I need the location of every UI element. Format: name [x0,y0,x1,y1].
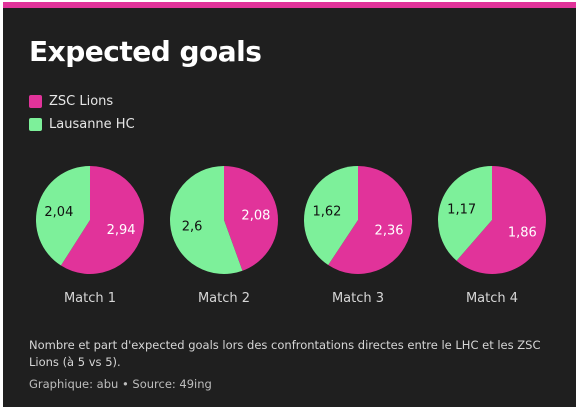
chart-credit: Graphique: abu • Source: 49ing [29,377,212,391]
match-label: Match 1 [64,291,116,306]
pie-charts: 2,94 2,04 Match 1 2,08 2,6 Match 2 2,36 1,62 Mat… [35,166,546,306]
legend-swatch-lhc [29,117,42,131]
pie-match-4: 1,86 1,17 Match 4 [437,166,546,306]
pie-slice-zsc [224,166,279,271]
pie-match-2: 2,08 2,6 Match 2 [170,166,279,306]
pie-match-1: 2,94 2,04 Match 1 [35,166,144,306]
pie-label-lhc: 2,6 [182,220,203,235]
pie-label-zsc: 2,08 [241,208,270,223]
chart-note: Nombre et part d'expected goals lors des… [29,338,541,369]
pie-label-lhc: 1,62 [312,205,341,220]
pie-slice-zsc [328,166,413,275]
match-label: Match 3 [332,291,384,306]
legend-swatch-zsc [29,94,42,108]
pie-label-zsc: 2,94 [107,223,136,238]
legend-item-zsc: ZSC Lions [29,90,135,112]
legend: ZSC Lions Lausanne HC [29,90,135,136]
pie-slice-zsc [60,166,144,274]
chart-title: Expected goals [29,35,262,68]
pie-label-lhc: 1,17 [447,203,476,218]
pie-label-zsc: 2,36 [375,223,404,238]
chart-card: Expected goals ZSC Lions Lausanne HC 2,9… [3,2,576,407]
pie-slice-lhc [437,166,492,261]
pie-slice-zsc [456,166,546,275]
legend-label-lhc: Lausanne HC [49,116,135,132]
pie-label-lhc: 2,04 [44,205,73,220]
pie-match-3: 2,36 1,62 Match 3 [304,166,413,306]
pie-label-zsc: 1,86 [508,225,537,240]
pie-slice-lhc [35,166,90,266]
pie-slice-lhc [170,166,243,274]
match-label: Match 2 [198,291,250,306]
match-label: Match 4 [466,291,518,306]
legend-label-zsc: ZSC Lions [49,93,114,109]
pie-slice-lhc [304,166,358,266]
legend-item-lhc: Lausanne HC [29,113,135,135]
